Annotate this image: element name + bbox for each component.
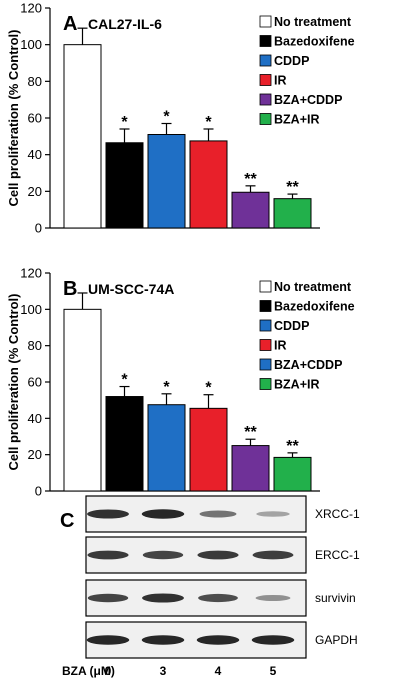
dose-label-1: 0 [105,664,112,678]
bar-5 [231,191,270,229]
dose-label-3: 4 [215,664,222,678]
legend-label-6: BZA+IR [274,113,320,127]
blot-band [142,550,184,560]
significance-marker-6: ** [286,179,299,196]
significance-marker-6: ** [286,438,299,455]
significance-marker-4: * [205,380,212,397]
y-tick-label: 80 [28,74,42,89]
y-tick-label: 20 [28,184,42,199]
bar-6 [273,456,312,492]
bar-3 [147,404,186,492]
legend-label-5: BZA+CDDP [274,93,342,107]
blot-band [141,509,185,519]
chart-title: UM-SCC-74A [88,281,174,297]
legend-swatch-5 [259,358,272,371]
significance-marker-3: * [163,379,170,396]
significance-marker-5: ** [244,171,257,188]
blot-band [198,593,238,603]
blot-band [142,593,184,603]
panel-letter: C [60,510,74,532]
significance-marker-2: * [121,114,128,131]
significance-marker-5: ** [244,424,257,441]
significance-marker-3: * [163,109,170,126]
blot-band [87,509,129,519]
legend-swatch-4 [259,74,272,86]
blot-band [252,550,294,560]
panel-letter: A [63,13,77,35]
significance-marker-4: * [205,114,212,131]
legend-label-1: No treatment [274,15,352,29]
legend-swatch-1 [259,280,272,293]
legend-label-1: No treatment [274,280,352,294]
legend-swatch-3 [259,319,272,332]
significance-marker-2: * [121,372,128,389]
legend-swatch-6 [259,378,272,390]
legend-label-6: BZA+IR [274,378,320,392]
legend-label-4: IR [274,339,287,353]
bar-5 [231,445,270,492]
y-tick-label: 0 [35,484,42,499]
bar-4 [189,140,228,229]
chart-panel-a: 0 20 40 60 80 100 120 Cell proliferation (% Con… [6,1,355,236]
blot-band [251,635,295,645]
y-tick-label: 0 [35,221,42,236]
dose-axis-label: BZA (μM) [62,664,115,678]
y-tick-label: 40 [28,411,42,426]
protein-label-2: ERCC-1 [315,548,360,562]
y-tick-label: 80 [28,338,42,353]
bar-3 [147,134,186,229]
dose-label-2: 3 [160,664,167,678]
bar-4 [189,407,228,492]
y-axis-label: Cell proliferation (% Control) [6,294,21,471]
chart-panel-b: 0 20 40 60 80 100 120 Cell proliferation (% Con… [6,266,355,499]
legend-label-2: Bazedoxifene [274,35,355,49]
blot-band [87,550,129,560]
legend-swatch-4 [259,339,272,351]
western-blot-panel-c: C XRCC-1 ERCC-1 survivin GAPDH BZA (μM)0 3 4 5 [60,495,360,678]
chart-title: CAL27-IL-6 [88,16,162,32]
legend-label-2: Bazedoxifene [274,300,355,314]
blot-band [141,635,185,645]
blot-band [87,593,129,603]
blot-band [199,510,237,518]
y-tick-label: 100 [20,302,42,317]
y-tick-label: 120 [20,1,42,16]
y-tick-label: 120 [20,266,42,281]
blot-band [256,511,290,517]
panel-letter: B [63,278,77,300]
protein-label-3: survivin [315,591,356,605]
y-tick-label: 60 [28,375,42,390]
blot-band [197,550,239,560]
blot-band [196,635,240,645]
dose-label-4: 5 [270,664,277,678]
y-tick-label: 40 [28,147,42,162]
y-tick-label: 20 [28,447,42,462]
legend-swatch-2 [259,300,272,312]
blot-band [255,594,291,602]
protein-label-4: GAPDH [315,633,358,647]
bar-2 [105,396,144,492]
legend-swatch-6 [259,113,272,125]
legend-label-5: BZA+CDDP [274,358,342,372]
bar-6 [273,198,312,229]
bar-1 [63,44,102,229]
y-axis-label: Cell proliferation (% Control) [6,30,21,207]
legend-swatch-1 [259,15,272,28]
y-tick-label: 60 [28,111,42,126]
legend-swatch-3 [259,54,272,67]
legend-label-4: IR [274,74,287,88]
bar-2 [105,142,144,229]
legend-label-3: CDDP [274,319,309,333]
legend-swatch-5 [259,93,272,106]
legend-swatch-2 [259,35,272,47]
protein-label-1: XRCC-1 [315,507,360,521]
y-tick-label: 100 [20,37,42,52]
blot-band [86,635,130,645]
legend-label-3: CDDP [274,54,309,68]
bar-1 [63,308,102,492]
